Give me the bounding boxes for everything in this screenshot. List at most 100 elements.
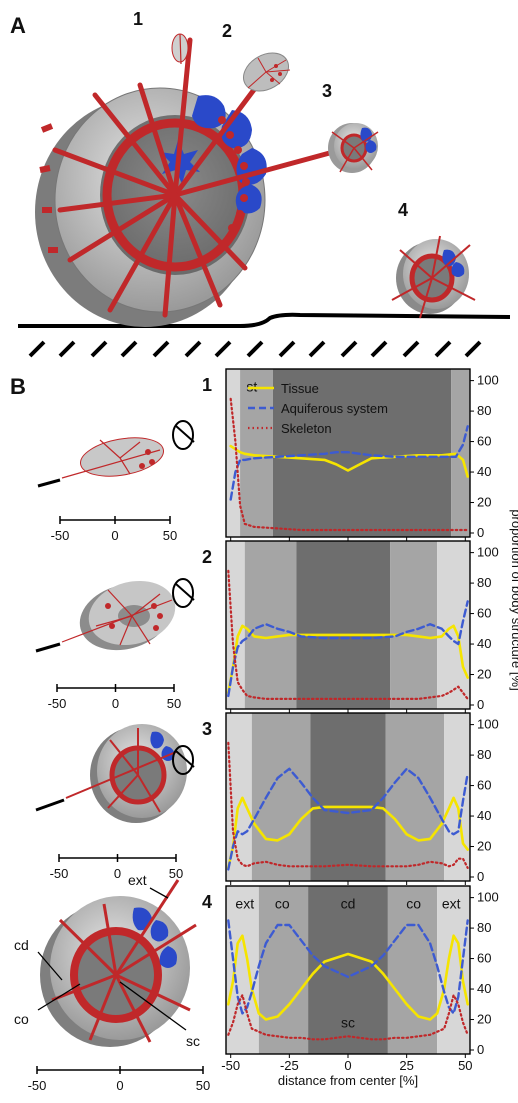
y-tick-label: 0: [477, 697, 484, 712]
stage-number-3: 3: [322, 81, 332, 101]
scale-label: 0: [116, 1078, 123, 1093]
stage-number-4: 4: [398, 200, 408, 220]
scale-label: 50: [169, 866, 183, 881]
zone-band-0: [226, 369, 241, 537]
zone-band-1: [251, 713, 311, 881]
y-tick-label: 100: [477, 545, 499, 560]
profile-plots: 020406080100st1-500500204060801002-50050…: [28, 368, 518, 1093]
stage-number-1: 1: [133, 9, 143, 29]
x-tick-label: -25: [280, 1058, 299, 1073]
series-line-skeleton: [227, 994, 469, 1041]
series-line-aquiferous: [227, 767, 469, 871]
sketch-4-label-co: co: [14, 1011, 29, 1027]
zone-label: ext: [442, 896, 461, 912]
y-tick-label: 20: [477, 839, 491, 854]
y-tick-label: 80: [477, 747, 491, 762]
scale-label: -50: [50, 866, 69, 881]
scale-label: 0: [111, 528, 118, 543]
zone-band-4: [444, 713, 470, 881]
zone-label: co: [275, 896, 290, 912]
zone-band-3: [385, 713, 445, 881]
series-line-tissue: [227, 796, 469, 870]
scale-label: -50: [28, 1078, 47, 1093]
sketch-scale-2: -50 0 50: [48, 684, 181, 711]
legend-label-skeleton: Skeleton: [281, 421, 332, 436]
series-line-aquiferous: [227, 919, 469, 1015]
legend-label-tissue: Tissue: [281, 381, 319, 396]
panel-number: 3: [202, 719, 212, 739]
y-tick-label: 100: [477, 373, 499, 388]
y-tick-label: 20: [477, 667, 491, 682]
panel-b: B: [10, 368, 518, 1093]
zone-label: co: [406, 896, 421, 912]
y-tick-label: 80: [477, 575, 491, 590]
scale-label: 50: [167, 696, 181, 711]
x-tick-label: 0: [344, 1058, 351, 1073]
y-tick-label: 60: [477, 778, 491, 793]
zone-band-3: [451, 369, 470, 537]
profile-panel-1: 020406080100st1: [202, 368, 499, 541]
x-axis-label: distance from center [%]: [278, 1073, 418, 1088]
x-tick-label: 25: [399, 1058, 413, 1073]
panel-a: A: [10, 9, 511, 358]
y-tick-label: 60: [477, 951, 491, 966]
zone-band-2: [272, 369, 452, 537]
ground-line: [18, 312, 511, 328]
scale-label: 0: [114, 866, 121, 881]
y-axis-label: proportion of body structure [%]: [509, 509, 518, 690]
panel-number: 2: [202, 547, 212, 567]
zone-band-0: [226, 541, 245, 709]
series-line-skeleton: [227, 741, 469, 869]
sketch-4-label-sc: sc: [186, 1033, 200, 1049]
y-tick-label: 100: [477, 717, 499, 732]
scale-label: 50: [163, 528, 177, 543]
stage-2-bud: [243, 52, 291, 92]
ground-hatching: [28, 340, 482, 358]
scale-label: -50: [48, 696, 67, 711]
series-line-aquiferous: [229, 425, 469, 501]
scale-label: 50: [196, 1078, 210, 1093]
y-tick-label: 100: [477, 890, 499, 905]
sketch-2: [35, 580, 176, 653]
scale-label: -50: [51, 528, 70, 543]
zone-band-2: [310, 713, 386, 881]
series-line-aquiferous: [227, 600, 469, 698]
y-tick-label: 20: [477, 1012, 491, 1027]
y-tick-label: 40: [477, 636, 491, 651]
x-tick-label: -50: [221, 1058, 240, 1073]
sketch-scale-3: -50 0 50: [50, 854, 183, 881]
y-tick-label: 0: [477, 869, 484, 884]
y-tick-label: 60: [477, 434, 491, 449]
y-tick-label: 40: [477, 808, 491, 823]
series-line-skeleton: [227, 569, 469, 700]
panel-number: 4: [202, 892, 212, 912]
y-tick-label: 80: [477, 403, 491, 418]
y-tick-label: 60: [477, 606, 491, 621]
y-tick-label: 40: [477, 464, 491, 479]
zone-label: sc: [341, 1015, 355, 1031]
stage-1-bud: [171, 33, 189, 65]
sketch-3: [35, 724, 187, 823]
panel-label-a: A: [10, 13, 26, 38]
rotation-arrows: [172, 420, 195, 775]
profile-panel-4: 0 20 40 60 80 100 ext co cd co ext sc 4: [202, 885, 499, 1058]
zone-band-3: [387, 886, 438, 1054]
sketch-scale-4: -50 0 50: [28, 1066, 210, 1093]
y-tick-label: 20: [477, 495, 491, 510]
zone-label: ext: [235, 896, 254, 912]
legend-label-aquiferous: Aquiferous system: [281, 401, 388, 416]
sketch-4-label-cd: cd: [14, 937, 29, 953]
series-line-skeleton: [229, 397, 469, 532]
series-line-tissue: [227, 624, 469, 695]
panel-number: 1: [202, 375, 212, 395]
profile-panel-2: 0 20 40 60 80 100 2: [202, 540, 499, 713]
profile-panel-3: 0 20 40 60 80 100 3: [202, 712, 499, 885]
stage-3-bud: [328, 123, 379, 173]
zone-band-2: [296, 541, 391, 709]
stage-4-bud: [391, 235, 476, 319]
y-tick-label: 0: [477, 1042, 484, 1057]
series-line-tissue: [227, 934, 469, 1021]
sponge-disc-large: [35, 37, 351, 327]
sketch-1: [37, 437, 164, 488]
